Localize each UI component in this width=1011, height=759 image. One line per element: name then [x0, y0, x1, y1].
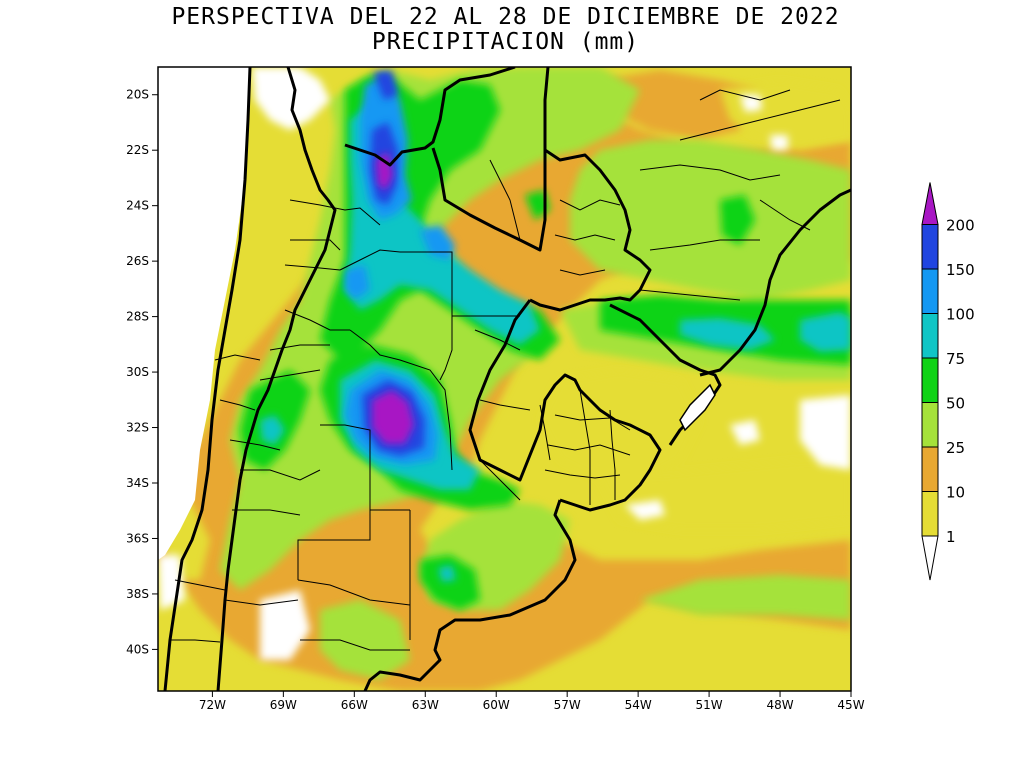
- lat-tick-label: 38S: [126, 587, 149, 601]
- colorbar-label: 100: [946, 306, 975, 324]
- colorbar-box: [921, 357, 939, 403]
- latitude-axis: 20S 22S 24S 26S 28S 30S 32S 34S 36S 38S 40S: [126, 88, 158, 656]
- colorbar-label: 150: [946, 261, 975, 279]
- colorbar-box: [921, 224, 939, 270]
- lon-tick-label: 66W: [341, 698, 368, 712]
- colorbar-box: [921, 491, 939, 537]
- colorbar-label: 1: [946, 528, 956, 546]
- lon-tick-label: 45W: [837, 698, 864, 712]
- lat-tick-label: 40S: [126, 642, 149, 656]
- colorbar-box: [921, 313, 939, 359]
- lat-tick-label: 30S: [126, 365, 149, 379]
- lon-tick-label: 57W: [554, 698, 581, 712]
- colorbar-label: 50: [946, 395, 965, 413]
- lon-tick-label: 60W: [483, 698, 510, 712]
- map-frame: [157, 66, 852, 692]
- precipitation-field: [158, 67, 851, 691]
- map-title: PERSPECTIVA DEL 22 AL 28 DE DICIEMBRE DE…: [171, 4, 840, 30]
- lat-tick-label: 32S: [126, 421, 149, 435]
- lat-tick-label: 24S: [126, 199, 149, 213]
- lat-tick-label: 26S: [126, 254, 149, 268]
- colorbar-box: [921, 402, 939, 448]
- lat-tick-label: 36S: [126, 531, 149, 545]
- lat-tick-label: 20S: [126, 88, 149, 102]
- lon-tick-label: 51W: [696, 698, 723, 712]
- colorbar-label: 10: [946, 484, 965, 502]
- lat-tick-label: 22S: [126, 143, 149, 157]
- lon-tick-label: 72W: [199, 698, 226, 712]
- colorbar-label: 75: [946, 350, 965, 368]
- lat-tick-label: 34S: [126, 476, 149, 490]
- colorbar-label: 25: [946, 439, 965, 457]
- colorbar-box: [921, 446, 939, 492]
- map-subtitle: PRECIPITACION (mm): [371, 29, 640, 55]
- colorbar-over-arrow: [921, 182, 939, 225]
- lat-tick-label: 28S: [126, 310, 149, 324]
- colorbar-box: [921, 268, 939, 314]
- lon-tick-label: 54W: [625, 698, 652, 712]
- colorbar-under-arrow: [921, 535, 939, 581]
- colorbar-label: 200: [946, 217, 975, 235]
- lon-tick-label: 48W: [766, 698, 793, 712]
- lon-tick-label: 63W: [412, 698, 439, 712]
- colorbar-legend: 1 10 25 50 75 100 150 200: [921, 182, 975, 581]
- lon-tick-label: 69W: [270, 698, 297, 712]
- longitude-axis: 72W 69W 66W 63W 60W 57W 54W 51W 48W 45W: [199, 691, 865, 712]
